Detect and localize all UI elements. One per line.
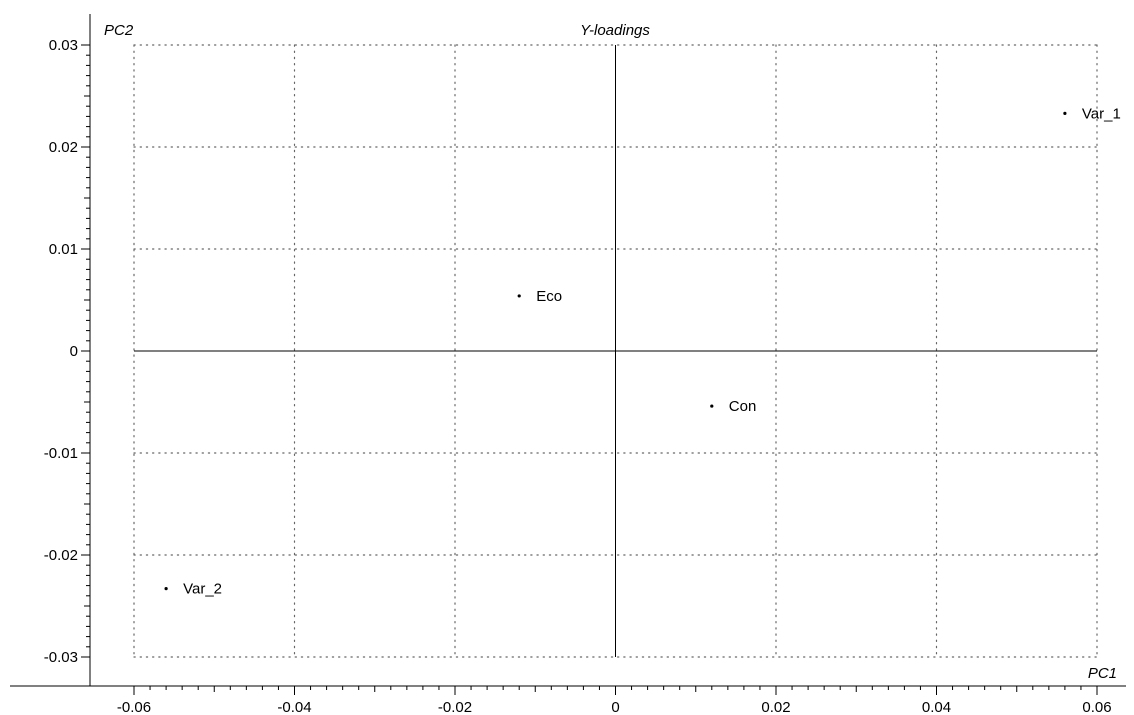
x-tick-label: 0.06 xyxy=(1082,699,1111,715)
y-tick-label: 0.02 xyxy=(49,139,78,156)
tick-marks: -0.03 -0.02 -0.01 0 0.01 0.02 0.03 -0.06 -0.04 -0… xyxy=(44,37,1112,715)
y-tick-label: 0.03 xyxy=(49,37,78,54)
x-tick-label: -0.02 xyxy=(438,699,472,715)
data-points: Var_1 Eco Con Var_2 xyxy=(164,105,1121,598)
x-tick-label: 0 xyxy=(611,699,619,715)
data-point xyxy=(517,294,521,298)
chart-title: Y-loadings xyxy=(580,22,650,39)
axes xyxy=(10,14,1126,687)
y-tick-label: 0 xyxy=(70,343,78,360)
y-tick-label: 0.01 xyxy=(49,241,78,258)
y-tick-label: -0.02 xyxy=(44,547,78,564)
x-axis-title: PC1 xyxy=(1088,665,1117,682)
x-tick-label: -0.04 xyxy=(277,699,311,715)
point-label: Eco xyxy=(536,288,562,305)
y-axis-title: PC2 xyxy=(104,22,134,39)
grid-lines xyxy=(133,44,1098,658)
x-tick-label: 0.04 xyxy=(922,699,951,715)
y-tick-label: -0.03 xyxy=(44,649,78,666)
point-label: Var_1 xyxy=(1082,105,1121,122)
y-tick-label: -0.01 xyxy=(44,445,78,462)
point-label: Con xyxy=(729,398,757,415)
x-tick-label: 0.02 xyxy=(761,699,790,715)
data-point xyxy=(164,587,168,591)
data-point xyxy=(710,404,714,408)
point-label: Var_2 xyxy=(183,581,222,598)
x-tick-label: -0.06 xyxy=(117,699,151,715)
data-point xyxy=(1063,111,1067,115)
